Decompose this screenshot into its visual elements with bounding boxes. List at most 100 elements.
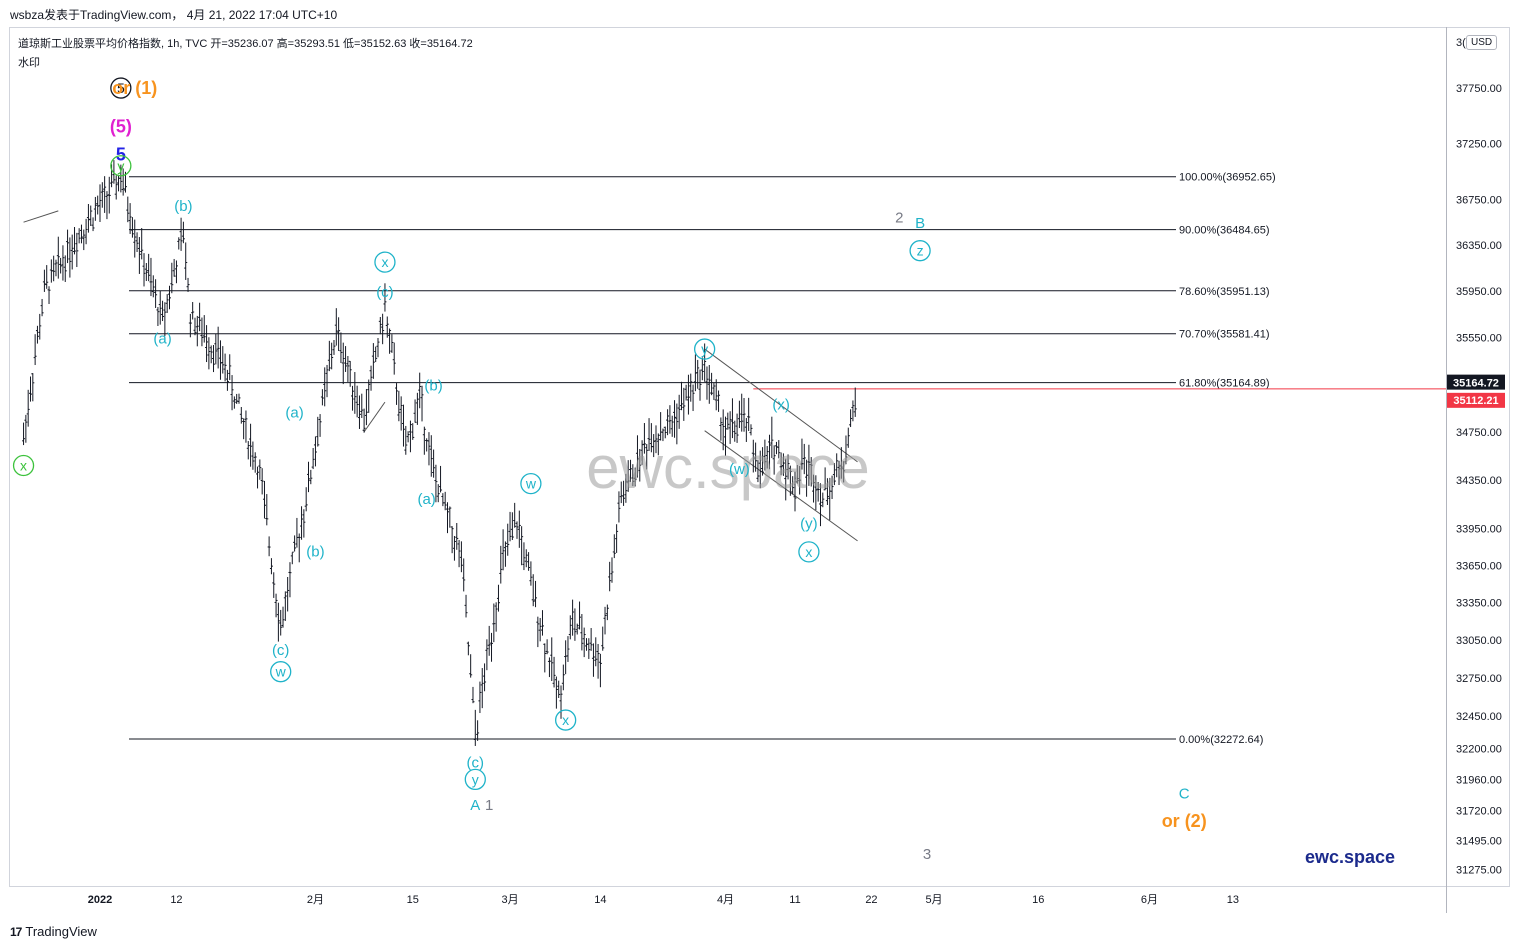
trendline: [704, 430, 858, 542]
price-tick-label: 31720.00: [1456, 806, 1502, 818]
time-tick-label: 16: [1032, 894, 1044, 906]
wave-label-text: (w): [729, 461, 750, 478]
time-tick-label: 11: [789, 894, 800, 906]
line-price-label: 35112.21: [1453, 395, 1498, 407]
price-tick-label: 34350.00: [1456, 475, 1502, 487]
watermark-corner-text: ewc.space: [1305, 847, 1395, 867]
wave-label-text: (a): [285, 405, 303, 422]
price-tick-label: 37750.00: [1456, 83, 1502, 95]
wave-label-text: x: [805, 544, 812, 560]
price-tick-label: 35550.00: [1456, 332, 1502, 344]
trendline: [23, 210, 59, 223]
wave-label-text: (x): [772, 396, 790, 413]
wave-label-text: 5: [117, 80, 125, 96]
price-tick-label: 33650.00: [1456, 560, 1502, 572]
price-tick-label: 32200.00: [1456, 743, 1502, 755]
price-axis[interactable]: 37750.00 37250.00 36750.00 36350.00 35950.00…: [1447, 37, 1505, 876]
wave-labels: 5or (1)(5)5yx(b)(a)(a)(b)(c)wx(c)(b)(a)(…: [12, 77, 1207, 863]
time-tick-label: 14: [594, 894, 606, 906]
time-tick-label: 2022: [88, 894, 112, 906]
wave-label-text: w: [275, 664, 287, 680]
wave-label-text: (a): [153, 330, 171, 347]
time-tick-label: 13: [1227, 894, 1239, 906]
price-tick-label: 34750.00: [1456, 427, 1502, 439]
price-tick-label: 35950.00: [1456, 286, 1502, 298]
wave-label-circle: [110, 77, 132, 99]
wave-label-circle: [270, 661, 292, 683]
wave-label-text: (b): [424, 377, 442, 394]
wave-label-text: (b): [306, 544, 324, 561]
wave-label-text: x: [562, 712, 569, 728]
trendline: [704, 348, 858, 463]
time-axis[interactable]: 2022 12 2月 15 3月 14 4月 11 22 5月 16 6月 13: [88, 894, 1239, 906]
wave-label-circle: [374, 251, 396, 273]
price-tick-label: 33350.00: [1456, 598, 1502, 610]
wave-label-circle: [12, 454, 35, 477]
time-tick-label: 4月: [717, 894, 734, 906]
wave-label-text: (b): [174, 198, 192, 215]
price-scale-divider[interactable]: [1446, 27, 1447, 913]
fibonacci-retracement[interactable]: 100.00%(36952.65) 90.00%(36484.65) 78.60%(…: [129, 172, 1446, 746]
time-tick-label: 5月: [925, 894, 942, 906]
price-tick-label: 33050.00: [1456, 635, 1502, 647]
wave-label-text: B: [915, 215, 925, 232]
wave-label-text: z: [917, 243, 924, 259]
wave-label-circle: [909, 240, 931, 262]
watermark: ewc.space ewc.space: [586, 434, 1395, 867]
time-tick-label: 22: [865, 894, 877, 906]
fib-level-label: 78.60%(35951.13): [1179, 286, 1270, 298]
watermark-text: ewc.space: [586, 434, 869, 501]
wave-label-text: y: [472, 771, 479, 787]
wave-label-text: y: [117, 158, 124, 174]
line-price-badge: [1447, 392, 1505, 408]
wave-label-text: 3: [923, 846, 931, 863]
price-tick-label: 36750.00: [1456, 195, 1502, 207]
time-tick-label: 12: [170, 894, 182, 906]
wave-label-text: (a): [417, 491, 435, 508]
legend-subtitle: 水印: [18, 57, 40, 69]
wave-label-text: C: [1179, 785, 1190, 802]
fib-level-label: 61.80%(35164.89): [1179, 378, 1270, 390]
tradingview-brand: TradingView: [25, 924, 97, 939]
fib-level-label: 70.70%(35581.41): [1179, 329, 1270, 341]
trendline: [363, 401, 386, 433]
time-tick-label: 6月: [1141, 894, 1158, 906]
price-tick-label: 31495.00: [1456, 835, 1502, 847]
wave-label-text: x: [381, 254, 388, 270]
wave-label-text: y: [701, 341, 708, 357]
time-tick-label: 3月: [501, 894, 518, 906]
trendlines[interactable]: [23, 210, 858, 542]
price-tick-label: 37250.00: [1456, 138, 1502, 150]
chart-frame: [9, 27, 1510, 887]
price-tick-label: 32450.00: [1456, 711, 1502, 723]
wave-label-text: A: [470, 797, 480, 814]
wave-label-circle: [798, 541, 820, 563]
tradingview-logo-icon: 17: [10, 924, 22, 939]
price-tick-label-partial: 3(: [1456, 37, 1466, 49]
wave-label-text: (y): [800, 515, 818, 532]
wave-label-text: x: [20, 457, 27, 473]
wave-label-circle: [110, 155, 132, 177]
price-tick-label: 33950.00: [1456, 524, 1502, 536]
wave-label-text: 2: [895, 210, 903, 227]
price-tick-label: 31275.00: [1456, 864, 1502, 876]
last-price-label: 35164.72: [1453, 378, 1499, 390]
tradingview-footer[interactable]: 17 TradingView: [10, 924, 97, 939]
wave-label-circle: [520, 472, 542, 495]
wave-label-circle: [464, 768, 486, 791]
symbol-legend[interactable]: 道琼斯工业股票平均价格指数, 1h, TVC 开=35236.07 高=3529…: [18, 35, 473, 70]
wave-label-text: (c): [467, 754, 485, 771]
price-tick-label: 31960.00: [1456, 774, 1502, 786]
wave-label-text: (c): [272, 642, 290, 659]
currency-button[interactable]: USD: [1466, 35, 1498, 50]
price-tick-label: 36350.00: [1456, 240, 1502, 252]
time-tick-label: 15: [407, 894, 419, 906]
time-tick-label: 2月: [307, 894, 324, 906]
wave-label-text: w: [525, 476, 537, 492]
legend-title: 道琼斯工业股票平均价格指数, 1h, TVC 开=35236.07 高=3529…: [18, 38, 473, 50]
wave-label-text: 5: [116, 145, 126, 165]
wave-label-circle: [694, 338, 716, 360]
publish-caption: wsbza发表于TradingView.com， 4月 21, 2022 17:…: [10, 8, 338, 22]
price-tick-label: 32750.00: [1456, 673, 1502, 685]
